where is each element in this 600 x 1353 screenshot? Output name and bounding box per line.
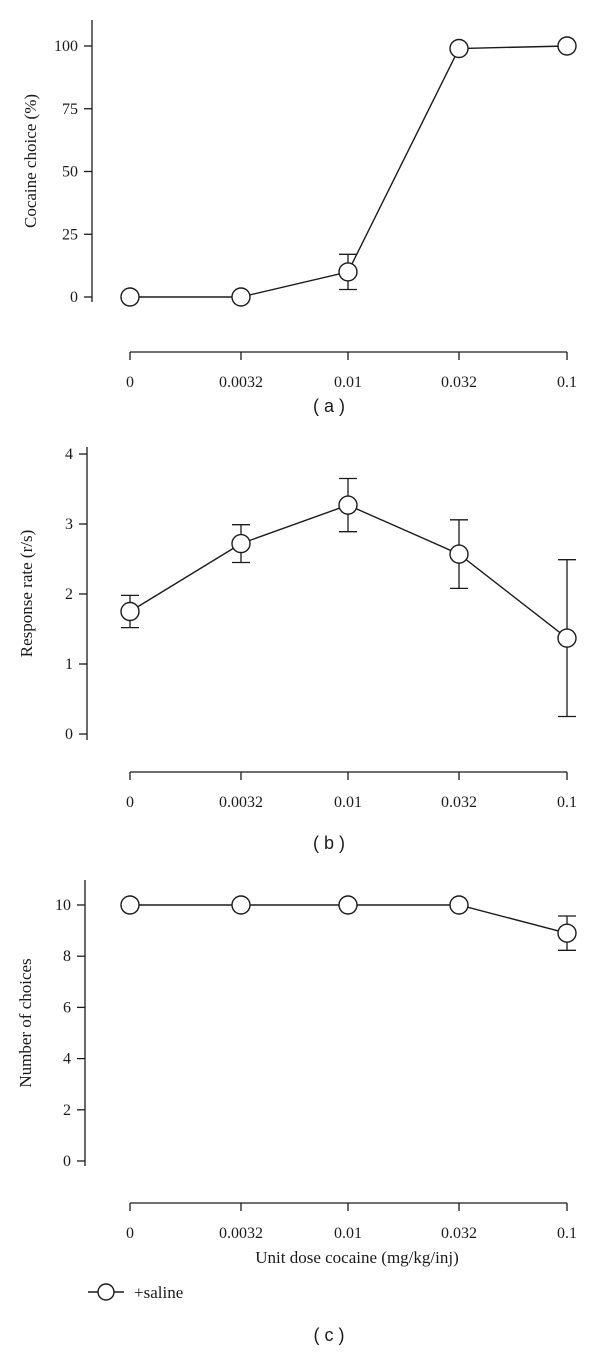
data-point bbox=[557, 36, 577, 56]
x-tick-label: 0.1 bbox=[557, 374, 577, 391]
data-point bbox=[449, 544, 469, 564]
y-tick-label: 1 bbox=[65, 656, 73, 673]
x-tick-label: 0.01 bbox=[334, 374, 362, 391]
x-tick-label: 0.0032 bbox=[219, 374, 263, 391]
x-axis-title: Unit dose cocaine (mg/kg/inj) bbox=[255, 1248, 458, 1267]
y-tick-label: 8 bbox=[63, 948, 71, 965]
y-axis-title: Response rate (r/s) bbox=[17, 530, 36, 657]
x-tick-label: 0 bbox=[126, 374, 134, 391]
legend-marker bbox=[97, 1283, 115, 1301]
y-tick-label: 0 bbox=[65, 726, 73, 743]
data-point bbox=[449, 38, 469, 59]
y-tick-label: 4 bbox=[65, 446, 73, 463]
panel-label: ( a ) bbox=[313, 396, 345, 416]
data-point bbox=[120, 287, 140, 307]
panel-label: ( c ) bbox=[314, 1325, 345, 1345]
data-point bbox=[557, 628, 577, 648]
panel-label: ( b ) bbox=[313, 833, 345, 853]
y-tick-label: 3 bbox=[65, 516, 73, 533]
y-tick-label: 50 bbox=[62, 164, 78, 181]
panel-a-cocaine-choice: 0 25 50 75 100 Cocaine choice (%) 0 0.0032 0.01 0… bbox=[21, 20, 577, 416]
x-tick-label: 0 bbox=[126, 794, 134, 811]
data-point bbox=[338, 262, 358, 282]
y-tick-label: 6 bbox=[63, 999, 71, 1016]
x-tick-label: 0.1 bbox=[557, 794, 577, 811]
y-tick-label: 25 bbox=[62, 226, 78, 243]
x-tick-label: 0.032 bbox=[441, 1225, 477, 1242]
panel-b-response-rate: 0 1 2 3 4 Response rate (r/s) 0 0.0032 0.01 0.032… bbox=[17, 446, 577, 853]
data-point bbox=[338, 895, 358, 915]
x-tick-label: 0.0032 bbox=[219, 794, 263, 811]
x-tick-label: 0.032 bbox=[441, 374, 477, 391]
x-tick-label: 0.0032 bbox=[219, 1225, 263, 1242]
data-point bbox=[231, 895, 251, 915]
data-point bbox=[231, 533, 251, 554]
data-point bbox=[338, 495, 358, 515]
panel-c-number-of-choices: 0 2 4 6 8 10 Number of choices 0 0.0032 0.01 0.032… bbox=[16, 880, 577, 1345]
data-point bbox=[231, 287, 251, 307]
data-point bbox=[120, 895, 140, 915]
data-point bbox=[449, 895, 469, 915]
x-tick-label: 0.01 bbox=[334, 794, 362, 811]
y-axis-title: Number of choices bbox=[16, 958, 35, 1087]
x-tick-label: 0 bbox=[126, 1225, 134, 1242]
y-tick-label: 75 bbox=[62, 101, 78, 118]
y-tick-label: 4 bbox=[63, 1051, 71, 1068]
y-tick-label: 10 bbox=[55, 897, 71, 914]
y-tick-label: 0 bbox=[63, 1153, 71, 1170]
legend: +saline bbox=[88, 1283, 183, 1302]
x-tick-label: 0.1 bbox=[557, 1225, 577, 1242]
data-point bbox=[557, 923, 577, 943]
y-axis-title: Cocaine choice (%) bbox=[21, 94, 40, 228]
legend-label: +saline bbox=[134, 1283, 183, 1302]
x-tick-label: 0.01 bbox=[334, 1225, 362, 1242]
y-tick-label: 0 bbox=[70, 289, 78, 306]
x-tick-label: 0.032 bbox=[441, 794, 477, 811]
y-tick-label: 2 bbox=[63, 1102, 71, 1119]
y-tick-label: 2 bbox=[65, 586, 73, 603]
data-point bbox=[120, 601, 140, 622]
y-tick-label: 100 bbox=[54, 38, 78, 55]
